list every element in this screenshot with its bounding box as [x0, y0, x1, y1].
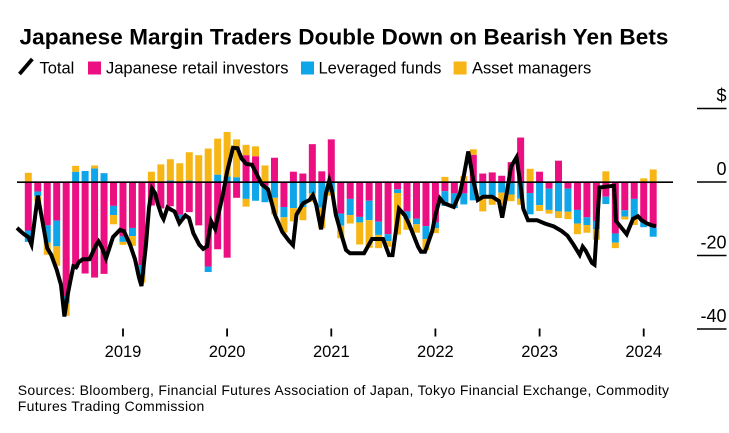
svg-text:2019: 2019	[105, 343, 142, 361]
svg-text:2021: 2021	[313, 343, 350, 361]
svg-text:2022: 2022	[417, 343, 454, 361]
svg-text:Sources: Bloomberg, Financial: Sources: Bloomberg, Financial Futures As…	[18, 382, 670, 398]
svg-text:Asset managers: Asset managers	[472, 60, 591, 78]
svg-text:2023: 2023	[521, 343, 558, 361]
svg-text:Japanese Margin Traders Double: Japanese Margin Traders Double Down on B…	[20, 24, 669, 49]
svg-text:-20: -20	[700, 233, 726, 253]
svg-text:2020: 2020	[209, 343, 246, 361]
svg-text:Japanese retail investors: Japanese retail investors	[106, 60, 289, 78]
svg-text:-40: -40	[700, 306, 726, 326]
svg-text:0: 0	[716, 159, 726, 179]
svg-text:$: $	[716, 86, 726, 106]
svg-text:Leveraged funds: Leveraged funds	[319, 60, 442, 78]
svg-text:Futures Trading Commission: Futures Trading Commission	[18, 398, 205, 414]
svg-text:Total: Total	[40, 60, 75, 78]
svg-text:2024: 2024	[625, 343, 662, 361]
